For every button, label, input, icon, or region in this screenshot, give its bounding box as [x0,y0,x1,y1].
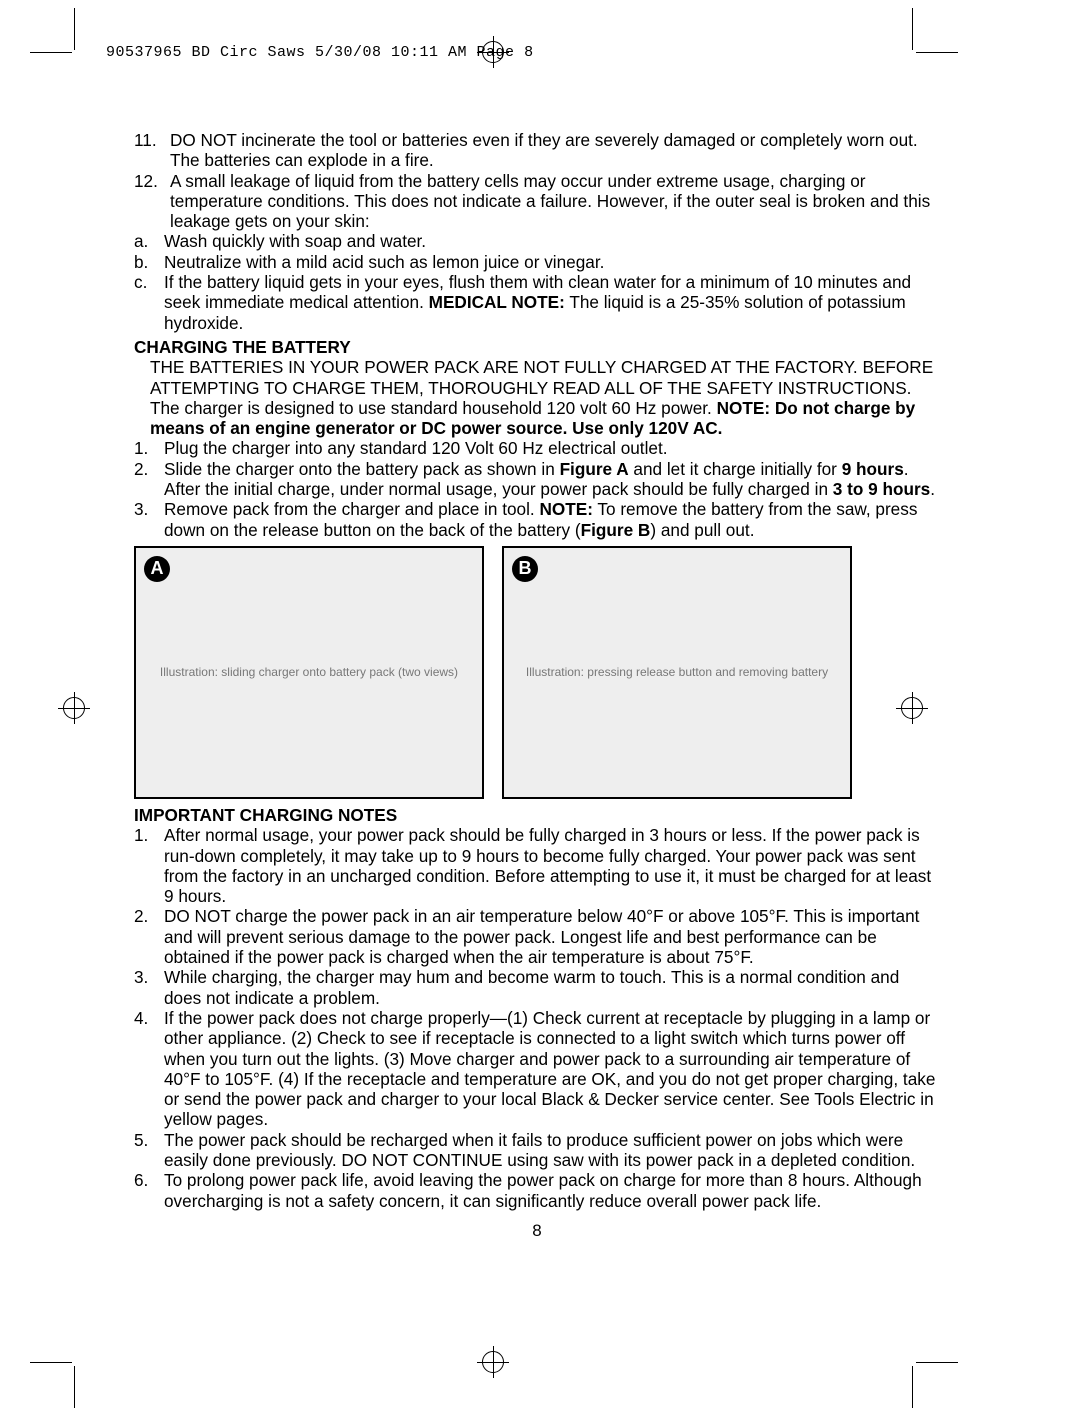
section-title: IMPORTANT CHARGING NOTES [134,805,940,825]
crop-mark [916,52,958,53]
list-number: 11. [134,130,170,171]
figure-b: B Illustration: pressing release button … [502,546,852,799]
registration-mark [58,692,90,724]
list-item: 3. While charging, the charger may hum a… [134,967,940,1008]
crop-mark [30,1362,72,1363]
list-number: 1. [134,825,164,906]
page-number: 8 [134,1221,940,1241]
list-item: 4. If the power pack does not charge pro… [134,1008,940,1130]
figure-label: B [512,556,538,582]
figure-placeholder: Illustration: pressing release button an… [506,665,848,679]
list-text: If the battery liquid gets in your eyes,… [164,272,940,333]
list-number: a. [134,231,164,251]
text-part: . [930,479,935,499]
list-item: 1. After normal usage, your power pack s… [134,825,940,906]
list-text: Plug the charger into any standard 120 V… [164,438,940,458]
list-number: 1. [134,438,164,458]
crop-mark [74,8,75,50]
bold-text: Figure A [560,459,629,479]
text-part: and let it charge initially for [629,459,842,479]
list-item: 1. Plug the charger into any standard 12… [134,438,940,458]
list-text: Remove pack from the charger and place i… [164,499,940,540]
text-part: ) and pull out. [650,520,754,540]
list-item: 6. To prolong power pack life, avoid lea… [134,1170,940,1211]
bold-text: 9 hours [842,459,904,479]
list-text: After normal usage, your power pack shou… [164,825,940,906]
list-item: 5. The power pack should be recharged wh… [134,1130,940,1171]
crop-mark [74,1366,75,1408]
text-part: The charger is designed to use standard … [150,398,717,418]
list-number: 12. [134,171,170,232]
registration-mark [477,1346,509,1378]
list-number: b. [134,252,164,272]
list-item: b. Neutralize with a mild acid such as l… [134,252,940,272]
figure-label: A [144,556,170,582]
section-intro: THE BATTERIES IN YOUR POWER PACK ARE NOT… [134,357,940,398]
crop-mark [912,8,913,50]
list-number: 4. [134,1008,164,1130]
text-part: Slide the charger onto the battery pack … [164,459,560,479]
list-item: a. Wash quickly with soap and water. [134,231,940,251]
bold-text: NOTE: [539,499,592,519]
crop-mark [916,1362,958,1363]
bold-text: Figure B [581,520,651,540]
list-text: To prolong power pack life, avoid leavin… [164,1170,940,1211]
list-text: Wash quickly with soap and water. [164,231,940,251]
list-item: 3. Remove pack from the charger and plac… [134,499,940,540]
crop-mark [912,1366,913,1408]
figure-placeholder: Illustration: sliding charger onto batte… [140,665,478,679]
list-item: 2. DO NOT charge the power pack in an ai… [134,906,940,967]
figures-row: A Illustration: sliding charger onto bat… [134,546,940,799]
list-text: DO NOT charge the power pack in an air t… [164,906,940,967]
page-content: 11. DO NOT incinerate the tool or batter… [134,130,940,1241]
list-text: The power pack should be recharged when … [164,1130,940,1171]
list-text: Slide the charger onto the battery pack … [164,459,940,500]
list-item: 12. A small leakage of liquid from the b… [134,171,940,232]
list-text: A small leakage of liquid from the batte… [170,171,940,232]
list-number: 2. [134,459,164,500]
list-item: 2. Slide the charger onto the battery pa… [134,459,940,500]
figure-a: A Illustration: sliding charger onto bat… [134,546,484,799]
list-item: c. If the battery liquid gets in your ey… [134,272,940,333]
list-number: c. [134,272,164,333]
list-number: 5. [134,1130,164,1171]
bold-text: 3 to 9 hours [833,479,930,499]
section-title: CHARGING THE BATTERY [134,337,940,357]
list-number: 2. [134,906,164,967]
section-intro: The charger is designed to use standard … [134,398,940,439]
list-item: 11. DO NOT incinerate the tool or batter… [134,130,940,171]
print-header: 90537965 BD Circ Saws 5/30/08 10:11 AM P… [106,44,534,61]
list-text: If the power pack does not charge proper… [164,1008,940,1130]
bold-text: MEDICAL NOTE: [429,292,565,312]
list-number: 3. [134,967,164,1008]
list-number: 3. [134,499,164,540]
list-text: DO NOT incinerate the tool or batteries … [170,130,940,171]
crop-mark [30,52,72,53]
text-part: Remove pack from the charger and place i… [164,499,539,519]
list-number: 6. [134,1170,164,1211]
list-text: While charging, the charger may hum and … [164,967,940,1008]
list-text: Neutralize with a mild acid such as lemo… [164,252,940,272]
